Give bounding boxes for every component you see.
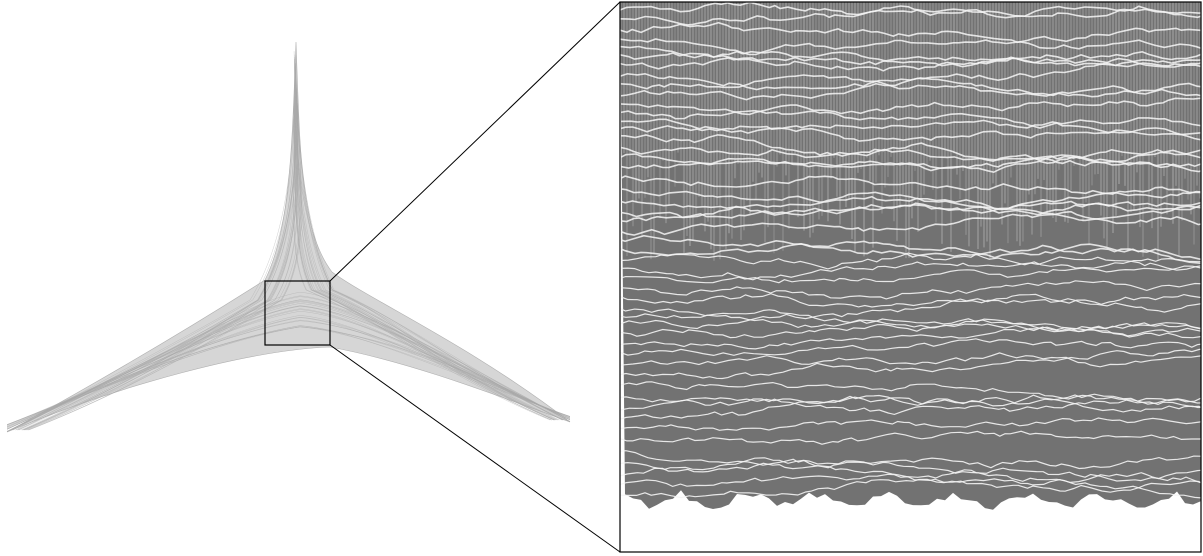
lattice-path: [620, 109, 1201, 141]
lattice-path: [620, 252, 1201, 270]
star-strand: [293, 118, 552, 421]
star-strands: [6, 51, 571, 433]
lattice-path: [620, 5, 1201, 26]
lattice-path: [620, 352, 1201, 368]
lattice-path: [620, 148, 1201, 174]
lattice-path: [620, 394, 1201, 420]
lattice-path: [620, 265, 1201, 284]
lattice-path: [620, 293, 1201, 330]
star-strand: [293, 98, 556, 421]
star-strand: [25, 97, 302, 431]
zoom-source-box: [264, 280, 331, 346]
lattice-path: [620, 2, 1201, 19]
lattice-path: [620, 381, 1201, 405]
star-strand: [26, 100, 298, 431]
zoom-vertical-hatching: [620, 2, 1201, 261]
lattice-path: [620, 462, 1201, 493]
zoom-panel: [620, 2, 1201, 552]
lattice-path: [620, 118, 1201, 142]
star-strand: [28, 106, 299, 431]
star-strand: [293, 106, 555, 421]
lattice-path: [620, 153, 1201, 173]
lattice-path: [620, 175, 1201, 195]
lattice-path: [620, 430, 1201, 445]
lattice-path: [620, 190, 1201, 211]
star-strand: [295, 55, 566, 421]
lattice-path: [620, 97, 1201, 116]
star-strand: [11, 54, 295, 431]
zoom-connector-top: [329, 1, 621, 282]
star-strand: [293, 116, 552, 421]
lattice-path: [620, 450, 1201, 470]
star-strand: [25, 95, 299, 431]
lattice-path: [620, 210, 1201, 236]
lattice-path: [620, 457, 1201, 499]
star-strand: [293, 108, 554, 421]
star-strand: [6, 320, 571, 432]
overview-star-shape: [6, 41, 571, 433]
star-strand: [293, 89, 558, 421]
star-strand: [23, 91, 298, 431]
star-strand: [293, 118, 552, 421]
lattice-path: [620, 323, 1201, 339]
star-strand: [6, 326, 571, 432]
star-strand: [19, 77, 298, 431]
star-strand: [295, 68, 563, 421]
star-body: [6, 41, 571, 433]
lattice-path: [620, 393, 1201, 407]
star-strand: [15, 65, 296, 431]
lattice-path: [620, 234, 1201, 261]
star-strand: [6, 317, 571, 425]
lattice-path: [620, 256, 1201, 281]
star-strand: [293, 106, 555, 421]
lattice-path: [620, 338, 1201, 357]
lattice-path: [620, 307, 1201, 339]
star-strand: [6, 309, 571, 427]
lattice-path: [620, 348, 1201, 380]
lattice-path: [620, 240, 1201, 265]
lattice-path: [620, 280, 1201, 300]
star-strand: [28, 105, 301, 431]
lattice-path: [620, 293, 1201, 313]
zoom-connector-bottom: [329, 344, 621, 553]
lattice-path: [620, 398, 1201, 416]
star-strand: [27, 103, 302, 431]
star-strand: [293, 102, 555, 421]
lattice-path: [620, 52, 1201, 72]
lattice-path: [620, 59, 1201, 101]
lattice-path: [620, 45, 1201, 68]
star-strand: [6, 299, 571, 433]
lattice-path: [620, 467, 1201, 488]
lattice-path: [620, 469, 1201, 499]
lattice-path: [620, 322, 1201, 350]
star-strand: [293, 103, 555, 421]
lattice-path: [620, 117, 1201, 133]
lattice-path: [620, 21, 1201, 44]
star-strand: [23, 92, 299, 431]
lattice-path: [620, 417, 1201, 431]
zoom-panel-frame: [619, 1, 1202, 553]
star-strand: [24, 92, 298, 431]
star-strand: [293, 101, 556, 421]
